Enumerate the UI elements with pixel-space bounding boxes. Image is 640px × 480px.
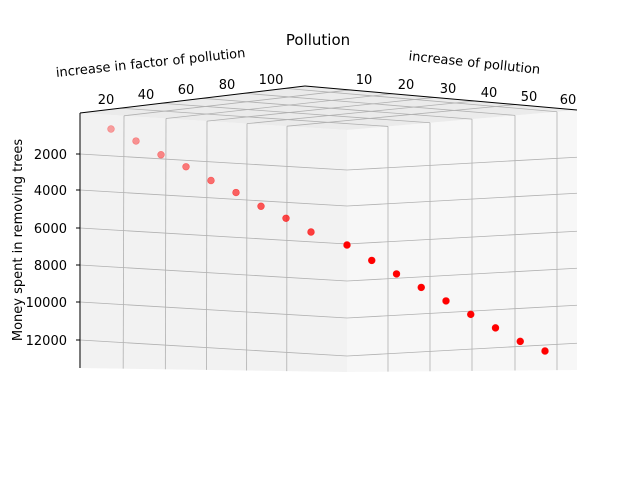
scatter-point [157, 151, 165, 159]
grid-line-z-left-2 [79, 227, 348, 245]
grid-line-y-vertical-0 [122, 115, 125, 369]
scatter-point [442, 297, 450, 305]
grid-line-z-left-0 [79, 153, 348, 171]
scatter-point [132, 137, 140, 145]
grid-line-y-top-4 [286, 104, 516, 127]
scatter-point [182, 163, 190, 171]
scatter-point [491, 324, 500, 332]
grid-line-z-right-3 [346, 267, 578, 282]
grid-line-z-right-2 [346, 230, 578, 245]
y-tick-label: 80 [219, 78, 236, 93]
left-pane [79, 113, 347, 372]
x-tick-label: 50 [521, 90, 538, 105]
right-pane [347, 110, 577, 372]
scatter-point [307, 228, 315, 236]
z-tick-label: 10000 [26, 296, 67, 311]
z-tick-label: 4000 [34, 184, 67, 199]
tick-labels: 2000 4000 6000 8000 10000 12000 20 40 60 80 100 10 2… [26, 73, 577, 349]
grid-line-z-left-1 [79, 189, 348, 207]
scatter-point [207, 176, 215, 185]
grid-line-x-top-1 [161, 102, 431, 124]
grid-line-y-vertical-1 [164, 118, 167, 370]
z-tick-label: 12000 [26, 334, 67, 349]
grid-line-z-right-4 [346, 304, 578, 319]
y-tick-label: 20 [98, 93, 115, 108]
grid-line-x-top-0 [120, 107, 389, 127]
grid-line-z-left-5 [79, 339, 348, 357]
x-axis-label: increase of pollution [408, 49, 541, 78]
grid-line-y-top-2 [206, 97, 435, 122]
x-tick-label: 30 [440, 82, 457, 97]
x-axis-line [304, 85, 578, 111]
grid-line-x-top-3 [244, 92, 516, 116]
grid-line-z-left-4 [79, 301, 348, 319]
x-tick-label: 40 [481, 86, 498, 101]
scatter-point [282, 214, 290, 222]
x-tick-label: 20 [398, 78, 415, 93]
grid-line-x-top-2 [202, 97, 473, 120]
scatter-point [541, 347, 549, 355]
scatter-point [257, 202, 265, 210]
x-tick-label: 60 [560, 93, 577, 108]
y-tick-label: 60 [178, 83, 195, 98]
z-tick-label: 6000 [34, 222, 67, 237]
grid-line-z-left-3 [79, 264, 348, 282]
data-points [107, 125, 549, 355]
z-tick-label: 2000 [34, 148, 67, 163]
grid-line-z-right-5 [346, 342, 578, 357]
grid-line-y-top-0 [123, 89, 350, 117]
grid-line-x-top-4 [285, 87, 558, 113]
y-tick-label: 40 [138, 88, 155, 103]
scatter-point [392, 270, 401, 278]
scatter-point [107, 125, 115, 133]
scatter-point [417, 283, 425, 292]
grid-line-z-right-0 [346, 156, 578, 171]
x-tick-label: 10 [356, 73, 373, 88]
z-axis-label: Money spent in removing trees [11, 139, 26, 341]
y-axis-label: increase in factor of pollution [55, 46, 246, 81]
grid-line-y-top-1 [165, 93, 393, 119]
chart-title: Pollution [286, 31, 350, 49]
z-tick-label: 8000 [34, 259, 67, 274]
scatter-point [467, 310, 475, 319]
grid-line-y-vertical-2 [206, 121, 208, 370]
grid-lines [76, 85, 578, 372]
scatter-point [343, 241, 351, 249]
y-axis-line [79, 85, 306, 114]
scatter-point [368, 256, 376, 265]
scatter-point [516, 337, 524, 346]
grid-line-y-top-3 [246, 100, 476, 125]
y-tick-label: 100 [259, 73, 284, 88]
grid-line-z-right-1 [346, 192, 578, 207]
axis-panes [79, 86, 577, 372]
scatter-point [232, 188, 240, 197]
